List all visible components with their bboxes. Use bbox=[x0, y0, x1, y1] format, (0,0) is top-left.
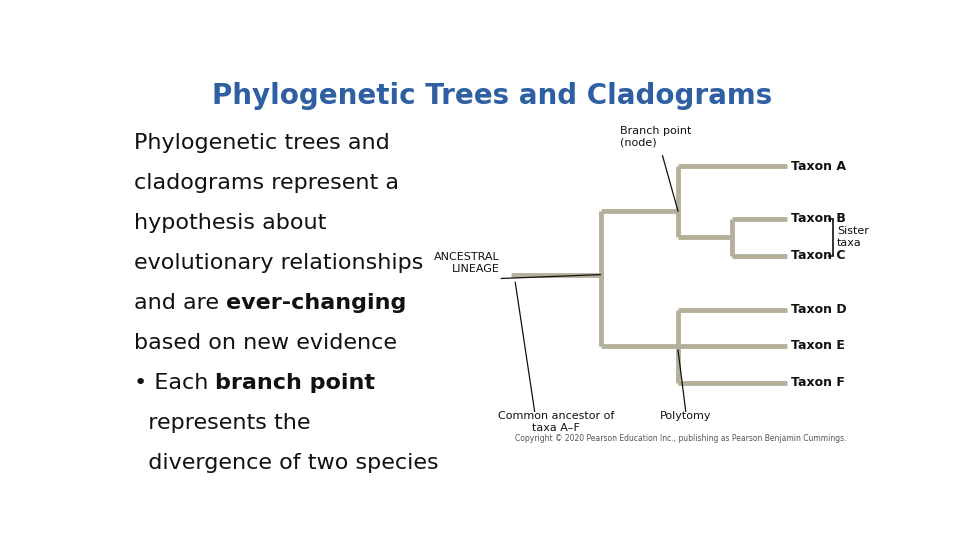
Text: Sister
taxa: Sister taxa bbox=[837, 226, 869, 248]
Text: evolutionary relationships: evolutionary relationships bbox=[134, 253, 423, 273]
Text: Common ancestor of
taxa A–F: Common ancestor of taxa A–F bbox=[498, 411, 614, 433]
Text: • Each: • Each bbox=[134, 373, 215, 393]
Text: Polytomy: Polytomy bbox=[660, 411, 711, 421]
Text: and are: and are bbox=[134, 293, 226, 313]
Text: Taxon F: Taxon F bbox=[791, 376, 845, 389]
Text: Phylogenetic Trees and Cladograms: Phylogenetic Trees and Cladograms bbox=[212, 82, 772, 110]
Text: divergence of two species: divergence of two species bbox=[134, 453, 439, 473]
Text: Taxon A: Taxon A bbox=[791, 160, 846, 173]
Text: ANCESTRAL
LINEAGE: ANCESTRAL LINEAGE bbox=[434, 252, 500, 274]
Text: Phylogenetic trees and: Phylogenetic trees and bbox=[134, 132, 390, 153]
Text: represents the: represents the bbox=[134, 413, 310, 433]
Text: hypothesis about: hypothesis about bbox=[134, 213, 326, 233]
Text: branch point: branch point bbox=[215, 373, 375, 393]
Text: Taxon C: Taxon C bbox=[791, 249, 846, 262]
Text: Taxon B: Taxon B bbox=[791, 212, 846, 225]
Text: Branch point
(node): Branch point (node) bbox=[620, 126, 691, 148]
Text: based on new evidence: based on new evidence bbox=[134, 333, 396, 353]
Text: Copyright © 2020 Pearson Education Inc., publishing as Pearson Benjamin Cummings: Copyright © 2020 Pearson Education Inc.,… bbox=[516, 434, 847, 443]
Text: cladograms represent a: cladograms represent a bbox=[134, 173, 399, 193]
Text: Taxon D: Taxon D bbox=[791, 303, 847, 316]
Text: Taxon E: Taxon E bbox=[791, 339, 845, 353]
Text: ever-changing: ever-changing bbox=[226, 293, 406, 313]
